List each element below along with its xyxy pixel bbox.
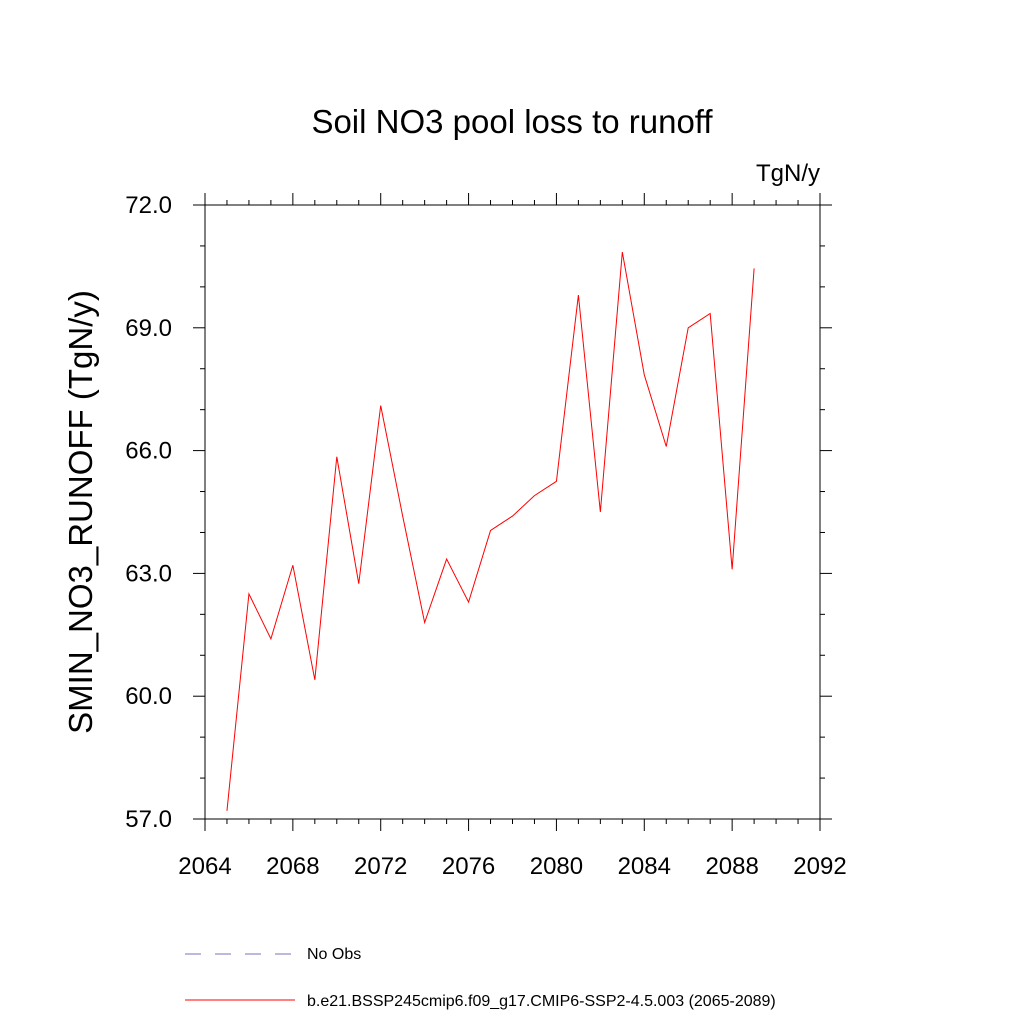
legend-label-model: b.e21.BSSP245cmip6.f09_g17.CMIP6-SSP2-4.… — [307, 993, 776, 1010]
units-label: TgN/y — [756, 160, 820, 187]
legend: No Obs b.e21.BSSP245cmip6.f09_g17.CMIP6-… — [185, 946, 776, 1010]
series-line — [226, 251, 755, 811]
chart-title: Soil NO3 pool loss to runoff — [311, 103, 713, 140]
y-tick-label: 57.0 — [125, 806, 172, 833]
x-tick-label: 2068 — [266, 853, 319, 880]
x-tick-label: 2092 — [793, 853, 846, 880]
x-tick-label: 2084 — [618, 853, 671, 880]
y-tick-label: 69.0 — [125, 315, 172, 342]
y-tick-label: 60.0 — [125, 683, 172, 710]
x-tick-label: 2088 — [705, 853, 758, 880]
x-tick-label: 2076 — [442, 853, 495, 880]
x-tick-label: 2072 — [354, 853, 407, 880]
y-tick-label: 72.0 — [125, 192, 172, 219]
y-tick-label: 66.0 — [125, 438, 172, 465]
x-tick-label: 2064 — [178, 853, 231, 880]
legend-label-no-obs: No Obs — [307, 946, 361, 963]
plot-area: 2064 2068 2072 2076 2080 2084 2088 2092 57.0 60.0… — [125, 192, 846, 880]
y-axis-label: SMIN_NO3_RUNOFF (TgN/y) — [62, 290, 99, 734]
plot-frame — [204, 204, 821, 820]
y-tick-label: 63.0 — [125, 560, 172, 587]
x-tick-label: 2080 — [530, 853, 583, 880]
